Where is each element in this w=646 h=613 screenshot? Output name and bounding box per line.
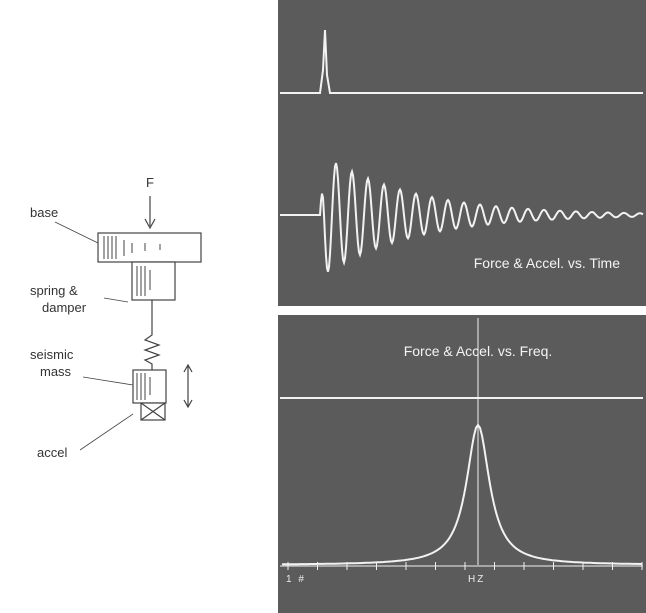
spring [145, 300, 159, 370]
base-block [98, 233, 201, 262]
freq-axis-label: HZ [468, 574, 485, 585]
base-label: base [30, 205, 58, 220]
freq-title: Force & Accel. vs. Freq. [404, 343, 553, 359]
mass-label: seismic [30, 347, 74, 362]
force-label: F [146, 175, 154, 190]
figure: F base spring & damper seismic mass acce… [0, 0, 646, 613]
spring-label: spring & [30, 283, 78, 298]
mechanical-diagram [55, 196, 201, 450]
accel-label: accel [37, 445, 67, 460]
spring-label: damper [42, 300, 87, 315]
freq-screen [278, 315, 646, 613]
time-title: Force & Accel. vs. Time [474, 255, 620, 271]
stem-block [132, 262, 175, 300]
motion-arrow [184, 365, 192, 407]
mass-label: mass [40, 364, 72, 379]
freq-axis-label: 1 # [286, 574, 306, 585]
